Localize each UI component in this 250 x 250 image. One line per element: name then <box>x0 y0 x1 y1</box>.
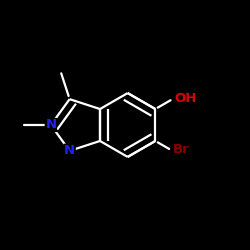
Text: Br: Br <box>172 143 189 156</box>
Text: N: N <box>64 144 75 157</box>
Text: N: N <box>45 118 56 132</box>
Text: OH: OH <box>175 92 197 105</box>
